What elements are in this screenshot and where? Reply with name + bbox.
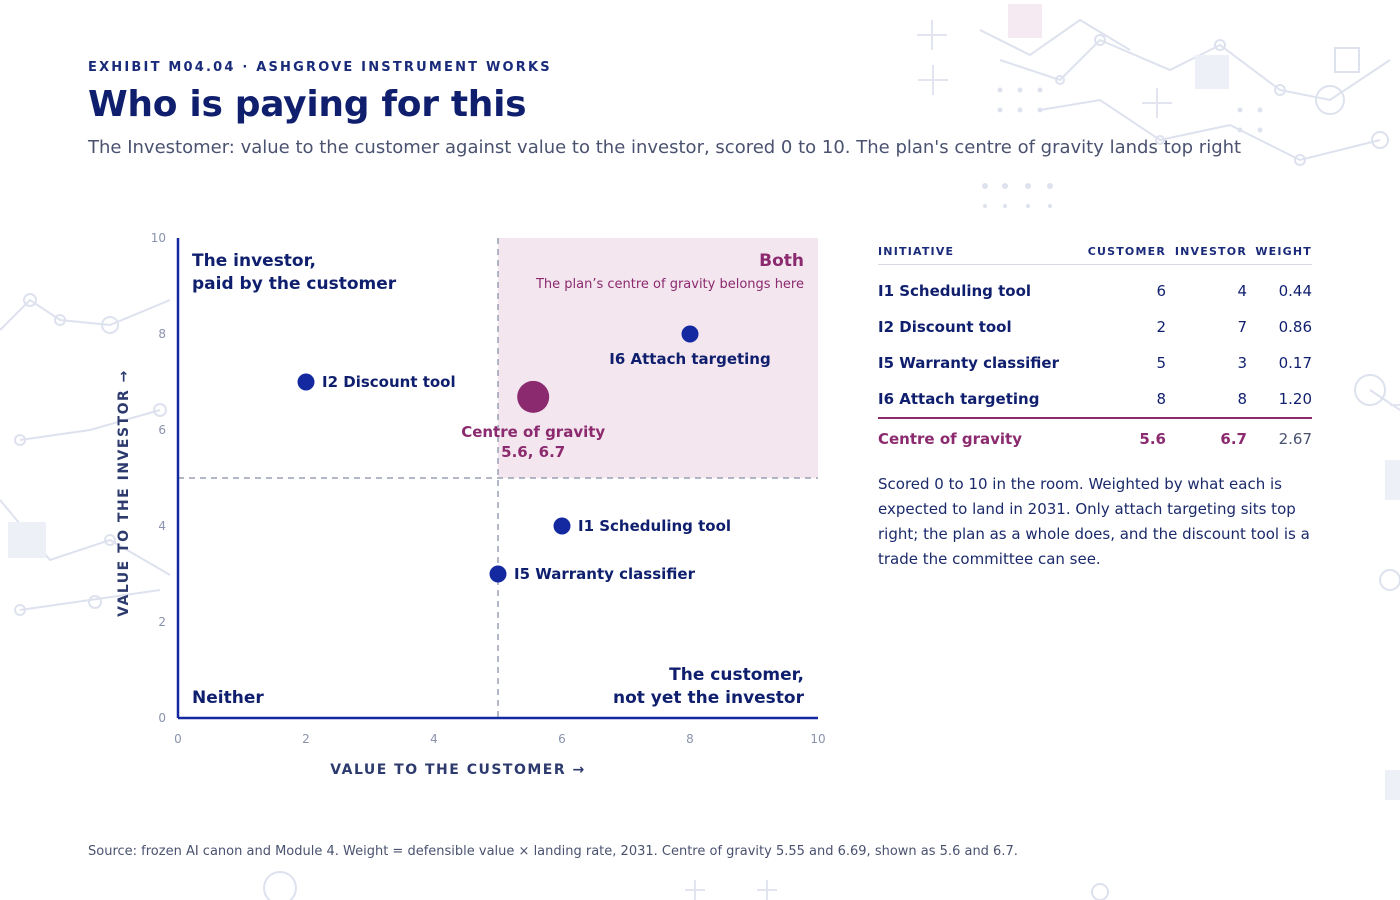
header-investor: INVESTOR: [1174, 244, 1247, 258]
y-tick-label: 4: [158, 519, 166, 533]
row-weight: 1.20: [1278, 390, 1312, 408]
y-tick-label: 2: [158, 615, 166, 629]
data-point-label: I5 Warranty classifier: [514, 565, 696, 583]
row-initiative: I6 Attach targeting: [878, 390, 1040, 408]
centre-of-gravity-label: Centre of gravity: [461, 423, 605, 441]
row-customer: 2: [1156, 318, 1166, 336]
table-row: I1 Scheduling tool 6 4 0.44: [878, 273, 1312, 309]
quadrant-top-left-label-line2: paid by the customer: [192, 274, 397, 294]
x-tick-label: 8: [686, 732, 694, 746]
table-row: I6 Attach targeting 8 8 1.20: [878, 381, 1312, 417]
header-customer: CUSTOMER: [1087, 244, 1166, 258]
row-initiative: I2 Discount tool: [878, 318, 1012, 336]
centre-of-gravity-marker: [517, 380, 550, 413]
table-row: I5 Warranty classifier 5 3 0.17: [878, 345, 1312, 381]
table-footer-row: Centre of gravity 5.6 6.7 2.67: [878, 417, 1312, 459]
page-subtitle: The Investomer: value to the customer ag…: [88, 137, 1242, 158]
centre-of-gravity-value: 5.6, 6.7: [501, 443, 565, 461]
data-point-label: I2 Discount tool: [322, 373, 456, 391]
row-investor: 7: [1237, 318, 1247, 336]
row-customer: 8: [1156, 390, 1166, 408]
header-weight: WEIGHT: [1255, 244, 1312, 258]
row-investor: 3: [1237, 354, 1247, 372]
exhibit-eyebrow: EXHIBIT M04.04 · ASHGROVE INSTRUMENT WOR…: [88, 60, 552, 75]
row-weight: 0.17: [1278, 354, 1312, 372]
explanatory-note: Scored 0 to 10 in the room. Weighted by …: [878, 475, 1310, 568]
row-weight: 0.86: [1278, 318, 1312, 336]
y-tick-label: 8: [158, 327, 166, 341]
row-weight: 0.44: [1278, 282, 1312, 300]
row-initiative: I5 Warranty classifier: [878, 354, 1059, 372]
quadrant-top-right-title: Both: [759, 251, 804, 271]
x-tick-label: 4: [430, 732, 438, 746]
data-point: [553, 517, 571, 535]
x-tick-label: 10: [810, 732, 825, 746]
y-tick-label: 0: [158, 711, 166, 725]
data-point-label: I1 Scheduling tool: [578, 517, 731, 535]
data-point: [681, 325, 699, 343]
footer-investor: 6.7: [1220, 430, 1247, 448]
x-tick-label: 6: [558, 732, 566, 746]
row-investor: 4: [1237, 282, 1247, 300]
footer-customer: 5.6: [1139, 430, 1166, 448]
y-axis-label: VALUE TO THE INVESTOR →: [116, 369, 132, 617]
quadrant-both-fill: [498, 238, 818, 478]
row-initiative: I1 Scheduling tool: [878, 282, 1032, 300]
row-customer: 5: [1156, 354, 1166, 372]
quadrant-bottom-right-label-line1: The customer,: [669, 665, 804, 685]
data-point: [297, 373, 315, 391]
row-investor: 8: [1237, 390, 1247, 408]
x-tick-label: 2: [302, 732, 310, 746]
source-footnote: Source: frozen AI canon and Module 4. We…: [88, 844, 1018, 859]
y-tick-label: 6: [158, 423, 166, 437]
x-axis-label: VALUE TO THE CUSTOMER →: [330, 762, 586, 778]
quadrant-bottom-right-label-line2: not yet the investor: [613, 688, 805, 708]
quadrant-bottom-left-label: Neither: [192, 688, 264, 708]
row-customer: 6: [1156, 282, 1166, 300]
data-point-label: I6 Attach targeting: [609, 350, 770, 368]
investomer-scatter-chart: 0 2 4 6 8 10 0 2 4 6 8 10 VALUE TO THE CUSTOMER → V…: [116, 231, 826, 778]
table-row: I2 Discount tool 2 7 0.86: [878, 309, 1312, 345]
page-title: Who is paying for this: [88, 84, 527, 125]
header-initiative: INITIATIVE: [878, 244, 955, 258]
initiative-table: INITIATIVE CUSTOMER INVESTOR WEIGHT I1 S…: [878, 238, 1312, 459]
table-header: INITIATIVE CUSTOMER INVESTOR WEIGHT: [878, 238, 1312, 265]
footer-initiative: Centre of gravity: [878, 430, 1023, 448]
quadrant-top-left-label-line1: The investor,: [192, 251, 316, 271]
x-tick-label: 0: [174, 732, 182, 746]
y-tick-label: 10: [151, 231, 166, 245]
quadrant-top-right-subtitle: The plan’s centre of gravity belongs her…: [535, 277, 804, 292]
footer-weight: 2.67: [1278, 430, 1312, 448]
data-point: [489, 565, 507, 583]
